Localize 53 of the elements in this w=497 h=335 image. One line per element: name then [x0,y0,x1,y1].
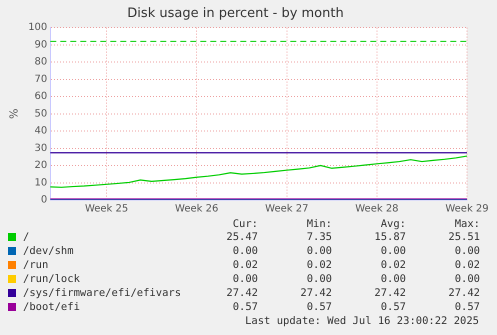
legend-label: /run [22,258,50,272]
legend-label: /sys/firmware/efi/efivars [22,286,182,300]
text: 0.02 [454,258,480,272]
text: 0.00 [454,272,480,286]
y-tick-label: 100 [28,22,48,34]
y-tick-label: 20 [34,160,48,172]
x-tick-label: Week 29 [445,204,489,215]
text: 0.00 [232,244,258,258]
text: Last update: Wed Jul 16 23:00:22 2025 [244,314,480,328]
legend-label: / [22,230,30,244]
y-tick-label: 80 [34,56,48,68]
text: 27.42 [373,286,406,300]
text: 0.02 [306,258,332,272]
x-tick-label: Week 25 [84,204,128,215]
text: 27.42 [447,286,480,300]
text: 0.00 [232,272,258,286]
y-tick-label: 90 [34,39,48,50]
text: 25.51 [447,230,480,244]
text: 27.42 [299,286,332,300]
text: 15.87 [373,230,406,244]
legend-label: /run/lock [22,272,81,286]
text: 0.00 [380,244,406,258]
text: 25.47 [225,230,258,244]
text: 27.42 [225,286,258,300]
text: 0.02 [380,258,406,272]
y-axis-title: % [7,108,20,120]
text: 0.02 [232,258,258,272]
text: 0.00 [306,272,332,286]
y-tick-label: 10 [34,177,48,188]
legend-label: /dev/shm [22,244,75,258]
text: 0.00 [306,244,332,258]
y-tick-label: 30 [34,142,48,154]
text: 0.57 [232,300,258,314]
y-tick-label: 0 [40,194,48,206]
text: 7.35 [306,230,332,244]
y-tick-label: 70 [34,74,48,85]
legend-label: /boot/efi [22,300,81,314]
text: Avg: [380,218,406,230]
text: Min: [306,218,332,230]
text: 0.57 [454,300,480,314]
y-tick-label: 60 [34,91,48,102]
y-tick-label: 50 [34,108,48,120]
text: 0.00 [380,272,406,286]
text: 0.00 [454,244,480,258]
text: Cur: [232,218,258,230]
x-tick-label: Week 26 [175,204,218,215]
chart-title: Disk usage in percent - by month [127,6,344,22]
x-tick-label: Week 28 [355,204,399,215]
x-tick-label: Week 27 [265,204,308,215]
text: Max: [454,218,480,230]
text: 0.57 [380,300,406,314]
text: 0.57 [306,300,332,314]
y-tick-label: 40 [34,126,48,137]
